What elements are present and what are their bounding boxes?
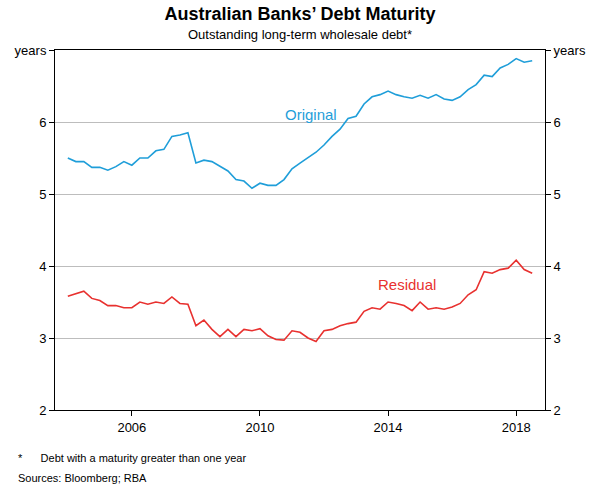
svg-text:years: years xyxy=(554,43,586,58)
svg-text:Outstanding long-term wholesal: Outstanding long-term wholesale debt* xyxy=(188,27,412,42)
svg-text:2018: 2018 xyxy=(502,420,531,435)
svg-text:Original: Original xyxy=(285,106,337,123)
svg-text:5: 5 xyxy=(39,187,46,202)
svg-text:Residual: Residual xyxy=(378,276,436,293)
svg-text:Australian Banks’ Debt Maturit: Australian Banks’ Debt Maturity xyxy=(164,4,435,24)
svg-text:4: 4 xyxy=(39,259,46,274)
svg-text:* Debt with a maturity gr: * Debt with a maturity greater than one … xyxy=(18,452,246,464)
svg-text:4: 4 xyxy=(554,259,561,274)
svg-text:2006: 2006 xyxy=(117,420,146,435)
svg-text:5: 5 xyxy=(554,187,561,202)
svg-text:2010: 2010 xyxy=(246,420,275,435)
svg-text:6: 6 xyxy=(554,115,561,130)
svg-text:6: 6 xyxy=(39,115,46,130)
svg-text:2014: 2014 xyxy=(374,420,403,435)
svg-text:2: 2 xyxy=(554,403,561,418)
svg-text:Sources: Bloomberg; RBA: Sources: Bloomberg; RBA xyxy=(18,472,147,484)
svg-text:3: 3 xyxy=(554,331,561,346)
svg-text:years: years xyxy=(15,43,47,58)
svg-text:3: 3 xyxy=(39,331,46,346)
svg-text:2: 2 xyxy=(39,403,46,418)
